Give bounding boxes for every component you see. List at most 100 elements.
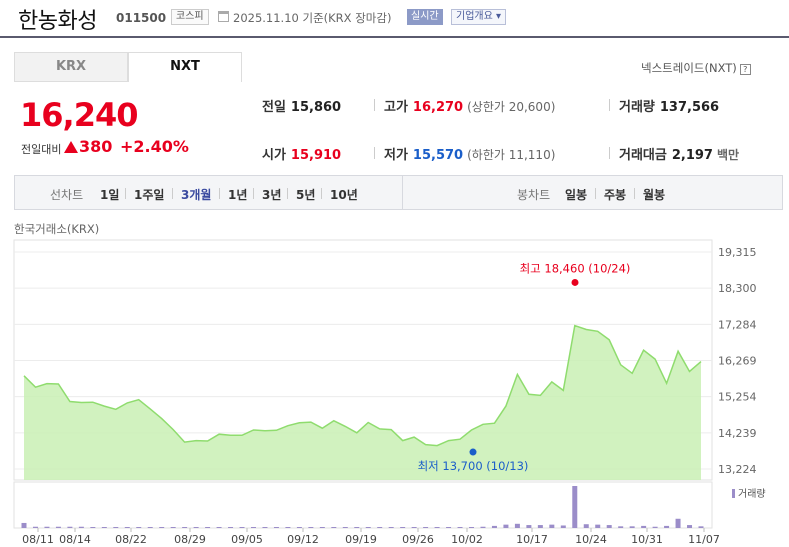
- volume-bar: [514, 523, 520, 528]
- current-price: 16,240: [20, 96, 138, 134]
- volume-bar: [664, 525, 670, 528]
- open-label: 시가: [262, 148, 286, 163]
- calendar-icon: [218, 11, 229, 22]
- volume-bar: [136, 527, 142, 528]
- volume-bar: [55, 526, 61, 528]
- volume-bar: [560, 525, 566, 528]
- volume-bar: [124, 527, 130, 528]
- tab-krx[interactable]: KRX: [14, 52, 128, 82]
- volume-bar: [641, 525, 647, 528]
- x-tick-label: 09/05: [231, 533, 263, 546]
- volume-bar: [606, 525, 612, 528]
- period-1w[interactable]: 1주일: [134, 188, 165, 202]
- volume-bar: [159, 527, 165, 528]
- x-tick-label: 08/22: [115, 533, 147, 546]
- volume-bar: [308, 527, 314, 528]
- prev-close-label: 전일: [262, 100, 286, 115]
- volume-bar: [78, 526, 84, 528]
- volume-bar: [434, 527, 440, 528]
- nxt-info-link[interactable]: 넥스트레이드(NXT)?: [641, 60, 751, 76]
- up-triangle-icon: [64, 141, 78, 153]
- divider: [125, 188, 126, 199]
- volume-bar: [67, 526, 73, 528]
- amount-label: 거래대금: [619, 148, 667, 163]
- stat-high: 고가 16,270 (상한가 20,600): [384, 96, 555, 115]
- y-tick-label: 14,239: [718, 427, 757, 440]
- realtime-button[interactable]: 실시간: [407, 9, 443, 25]
- stock-header: 한농화성 011500 코스피 2025.11.10 기준(KRX 장마감) 실…: [0, 0, 789, 38]
- price-change: 380: [79, 137, 113, 156]
- volume-frame: [13, 481, 713, 529]
- volume-bar: [273, 527, 279, 528]
- stat-amount: 거래대금 2,197 백만: [619, 144, 739, 163]
- divider: [374, 99, 375, 111]
- volume-bar: [21, 522, 27, 528]
- period-5y[interactable]: 5년: [296, 188, 316, 202]
- volume-bar: [423, 527, 429, 528]
- period-3y[interactable]: 3년: [262, 188, 282, 202]
- volume-bar: [446, 527, 452, 528]
- volume-bar: [319, 527, 325, 528]
- x-tick-label: 10/02: [451, 533, 483, 546]
- volume-bar: [652, 526, 658, 528]
- price-line: [23, 324, 702, 447]
- volume-label: 거래량: [619, 100, 655, 115]
- volume-bar: [250, 527, 256, 528]
- volume-bar: [228, 527, 234, 528]
- volume-bar: [400, 527, 406, 528]
- candle-monthly[interactable]: 월봉: [643, 188, 666, 202]
- volume-bar: [193, 527, 199, 528]
- period-1y[interactable]: 1년: [228, 188, 248, 202]
- volume-bar: [113, 527, 119, 528]
- high-value: 16,270: [412, 100, 464, 115]
- divider: [253, 188, 254, 199]
- volume-bar: [457, 527, 463, 528]
- divider: [609, 147, 610, 159]
- y-tick-label: 16,269: [718, 355, 757, 368]
- high-label: 고가: [384, 100, 408, 115]
- period-10y[interactable]: 10년: [330, 188, 358, 202]
- stat-low: 저가 15,570 (하한가 11,110): [384, 144, 555, 163]
- market-badge: 코스피: [171, 9, 209, 25]
- candle-weekly[interactable]: 주봉: [604, 188, 627, 202]
- corp-info-button[interactable]: 기업개요 ▾: [451, 9, 507, 25]
- amount-value: 2,197: [671, 148, 713, 163]
- corp-info-label: 기업개요: [456, 11, 493, 22]
- period-3m[interactable]: 3개월: [181, 188, 212, 202]
- high-marker: [571, 278, 579, 286]
- volume-bar: [44, 526, 50, 528]
- prev-close-value: 15,860: [290, 100, 342, 115]
- upper-limit: (상한가 20,600): [467, 100, 556, 114]
- volume-bar: [503, 524, 509, 528]
- low-label: 최저 13,700 (10/13): [418, 459, 529, 473]
- high-label: 최고 18,460 (10/24): [520, 261, 631, 275]
- stock-code: 011500: [116, 11, 167, 25]
- exchange-label: 한국거래소(KRX): [14, 222, 100, 236]
- x-tick-label: 10/31: [631, 533, 663, 546]
- volume-bar: [526, 525, 532, 528]
- volume-bar: [469, 527, 475, 528]
- divider: [595, 188, 596, 199]
- divider: [374, 147, 375, 159]
- low-value: 15,570: [412, 148, 464, 163]
- period-1d[interactable]: 1일: [100, 188, 120, 202]
- y-tick-label: 18,300: [718, 282, 757, 295]
- x-tick-label: 10/24: [575, 533, 607, 546]
- volume-bar: [411, 527, 417, 528]
- volume-bar: [32, 526, 38, 528]
- volume-bar: [101, 527, 107, 528]
- volume-bar: [583, 524, 589, 528]
- volume-bar: [205, 527, 211, 528]
- volume-bar: [698, 526, 704, 528]
- divider: [172, 188, 173, 199]
- help-icon[interactable]: ?: [739, 64, 751, 75]
- x-tick-label: 09/12: [287, 533, 319, 546]
- volume-bar: [572, 486, 578, 528]
- stat-open: 시가 15,910: [262, 144, 341, 163]
- stat-prev-close: 전일 15,860: [262, 96, 341, 115]
- candle-daily[interactable]: 일봉: [565, 188, 588, 202]
- volume-bar: [90, 527, 96, 528]
- tab-nxt[interactable]: NXT: [128, 52, 242, 82]
- volume-legend-swatch: [732, 489, 735, 498]
